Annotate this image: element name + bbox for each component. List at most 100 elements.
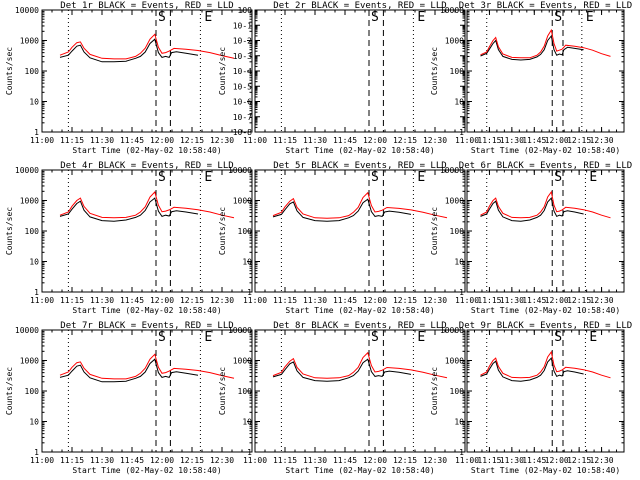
x-tick-label: 11:15 [273,136,297,145]
panel-title: Det 4r BLACK = Events, RED = LLD [60,161,233,171]
marker-label-e: E [417,330,425,345]
events-series-line [480,34,584,61]
x-tick-label: 11:00 [30,296,54,305]
y-tick-label: 100 [238,227,253,236]
y-tick-label: 10 [29,258,39,267]
y-tick-label: 10 [454,418,464,427]
y-tick-label: 1 [247,448,252,457]
x-tick-label: 12:15 [180,456,204,465]
x-tick-label: 12:00 [545,296,569,305]
y-tick-label: 1000 [20,357,39,366]
marker-label-e: E [204,330,212,345]
x-tick-label: 12:15 [180,296,204,305]
x-tick-label: 12:15 [567,296,591,305]
y-axis-label: Counts/sec [430,367,439,415]
x-tick-label: 11:15 [477,136,501,145]
x-tick-label: 11:45 [333,296,357,305]
y-tick-label: 100 [450,67,465,76]
x-axis-label: Start Time (02-May-02 10:58:40) [285,146,434,155]
events-series-line [480,357,584,382]
events-series-line [272,198,412,222]
y-tick-label: 10-4 [233,67,252,76]
x-tick-label: 11:45 [522,456,546,465]
y-tick-label: 10-1 [233,21,252,30]
x-tick-label: 12:15 [393,296,417,305]
y-tick-label: 10-2 [233,37,252,46]
events-series-line [272,358,412,382]
y-tick-label: 1 [459,448,464,457]
x-tick-label: 12:15 [393,136,417,145]
y-tick-label: 10 [29,418,39,427]
y-axis-label: Counts/sec [430,47,439,95]
x-axis-label: Start Time (02-May-02 10:58:40) [471,306,620,315]
x-tick-label: 11:45 [522,136,546,145]
y-tick-label: 10-5 [233,82,252,91]
lld-series-line [480,28,611,59]
y-tick-label: 10000 [15,166,39,175]
y-tick-label: 10-6 [233,98,252,107]
x-tick-label: 12:00 [363,136,387,145]
x-tick-label: 12:30 [590,456,614,465]
marker-label-s: S [371,330,379,345]
x-tick-label: 11:00 [30,456,54,465]
x-tick-label: 11:00 [243,456,267,465]
x-axis-label: Start Time (02-May-02 10:58:40) [72,146,221,155]
marker-label-e: E [589,170,597,185]
lld-series-line [272,351,448,379]
y-tick-label: 1000 [233,197,252,206]
y-axis-label: Counts/sec [5,47,14,95]
lld-series-line [480,350,611,379]
y-tick-label: 10 [454,98,464,107]
events-series-line [480,197,584,222]
marker-label-e: E [586,10,594,25]
panel-title: Det 1r BLACK = Events, RED = LLD [60,1,233,11]
y-tick-label: 10000 [228,166,252,175]
panel-9: Det 9r BLACK = Events, RED = LLD 1 10 100 10… [430,321,632,475]
y-tick-label: 10000 [440,6,464,15]
x-tick-label: 12:30 [210,296,234,305]
x-tick-label: 11:30 [500,456,524,465]
x-tick-label: 12:15 [180,136,204,145]
lld-series-line [59,191,235,219]
marker-label-e: E [417,10,425,25]
y-tick-label: 10-8 [233,128,252,137]
y-tick-label: 1 [459,288,464,297]
x-tick-label: 11:15 [60,456,84,465]
marker-label-s: S [158,330,166,345]
y-tick-label: 1000 [445,357,464,366]
x-tick-label: 12:30 [210,136,234,145]
lld-series-line [480,190,611,219]
panel-6: Det 6r BLACK = Events, RED = LLD 1 10 100 10… [430,161,632,315]
x-tick-label: 11:45 [120,456,144,465]
marker-label-s: S [371,170,379,185]
x-tick-label: 11:15 [477,456,501,465]
y-tick-label: 100 [25,67,40,76]
y-axis-label: Counts/sec [218,367,227,415]
marker-label-e: E [204,10,212,25]
panel-4: Det 4r BLACK = Events, RED = LLD 1 10 100 10… [5,161,253,315]
y-tick-label: 10000 [440,166,464,175]
x-tick-label: 11:00 [455,296,479,305]
x-tick-label: 11:00 [30,136,54,145]
panel-8: Det 8r BLACK = Events, RED = LLD 1 10 100 10… [218,321,466,475]
x-tick-label: 11:30 [90,456,114,465]
x-tick-label: 12:15 [567,136,591,145]
lld-series-line [59,33,235,60]
y-tick-label: 10 [454,258,464,267]
panel-3: Det 3r BLACK = Events, RED = LLD 1 10 100 10… [430,1,632,155]
y-tick-label: 10 [29,98,39,107]
y-axis-label: Counts/sec [430,207,439,255]
panel-title: Det 2r BLACK = Events, RED = LLD [273,1,446,11]
plot-frame [466,329,625,453]
x-tick-label: 11:00 [243,136,267,145]
plot-frame [466,9,625,133]
panel-title: Det 3r BLACK = Events, RED = LLD [459,1,632,11]
x-tick-label: 11:15 [477,296,501,305]
y-axis-label: Counts/sec [5,207,14,255]
x-tick-label: 11:00 [455,456,479,465]
x-tick-label: 11:15 [60,296,84,305]
y-tick-label: 100 [238,6,253,15]
y-tick-label: 1000 [233,357,252,366]
y-tick-label: 10 [242,258,252,267]
x-tick-label: 11:00 [455,136,479,145]
